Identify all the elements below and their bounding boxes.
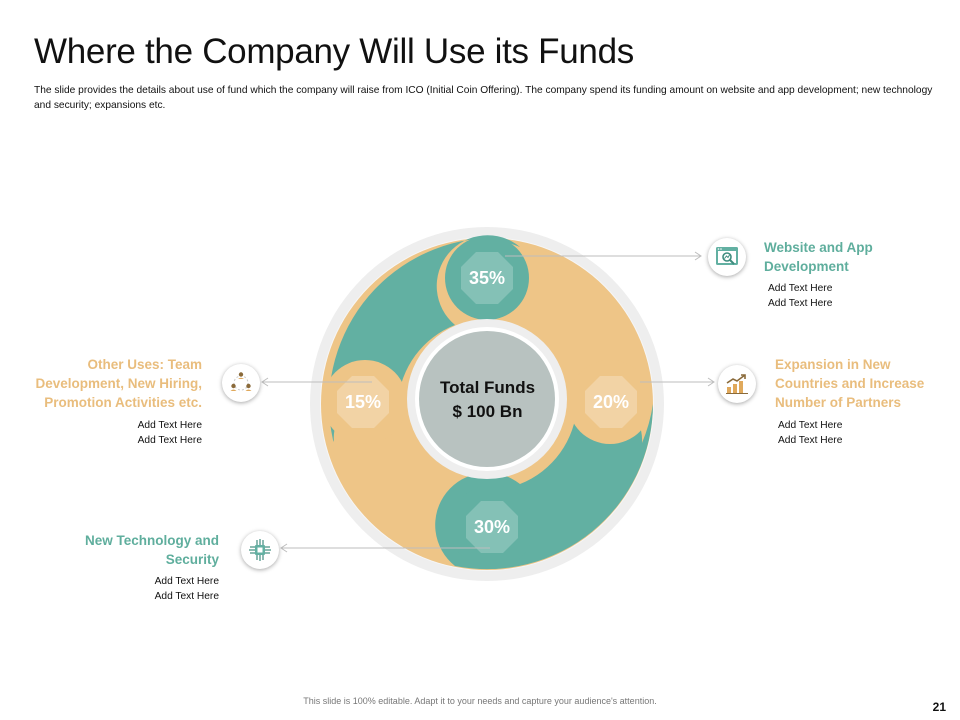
label-technology: New Technology and Security (84, 533, 219, 567)
badge-20 (585, 376, 637, 428)
total-funds-label: Total Funds (439, 378, 536, 397)
page-number: 21 (932, 700, 946, 714)
text-other: Add Text Here Add Text Here (137, 420, 202, 446)
label-expansion: Expansion in New Countries and Increase … (775, 357, 925, 410)
hub (419, 331, 555, 467)
badge-30 (466, 501, 518, 553)
percent-expansion: 20% (592, 392, 630, 412)
growth-chart-icon (718, 365, 756, 403)
badge-15 (337, 376, 389, 428)
text-technology: Add Text Here Add Text Here (154, 576, 219, 602)
text-website: Add Text Here Add Text Here (768, 283, 833, 309)
slide-title: Where the Company Will Use its Funds (34, 32, 634, 71)
label-website: Website and App Development (764, 240, 873, 274)
percent-other: 15% (344, 392, 382, 412)
web-analytics-icon (708, 238, 746, 276)
label-other: Other Uses: Team Development, New Hiring… (35, 357, 202, 410)
percent-technology: 30% (473, 517, 511, 537)
percent-website: 35% (468, 268, 506, 288)
total-funds-value: $ 100 Bn (452, 402, 523, 421)
text-expansion: Add Text Here Add Text Here (778, 420, 843, 446)
team-network-icon (222, 364, 260, 402)
slide-subtitle: The slide provides the details about use… (34, 85, 933, 111)
badge-35 (461, 252, 513, 304)
slide-footer: This slide is 100% editable. Adapt it to… (303, 696, 657, 706)
total-funds: Total Funds $ 100 Bn (420, 376, 555, 424)
circuit-chip-icon (241, 531, 279, 569)
